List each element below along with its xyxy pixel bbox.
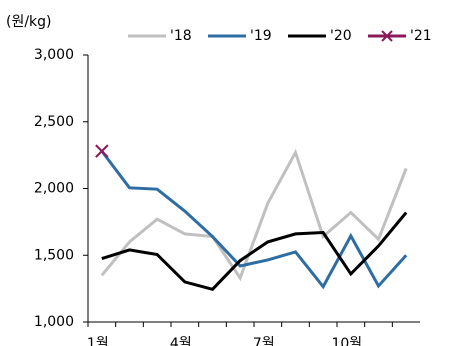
legend-label: '20 bbox=[330, 28, 352, 44]
y-axis-label: (원/kg) bbox=[6, 14, 52, 30]
legend-label: '18 bbox=[170, 28, 192, 44]
x-marker bbox=[95, 144, 109, 158]
series-line bbox=[101, 211, 408, 291]
legend-marker bbox=[381, 30, 393, 42]
x-tick-label: 7월 bbox=[253, 336, 275, 346]
legend-label: '21 bbox=[410, 28, 432, 44]
series-line bbox=[100, 150, 408, 290]
x-tick-label: 10월 bbox=[331, 336, 362, 346]
y-tick-label: 1,500 bbox=[34, 247, 74, 263]
y-tick-label: 1,000 bbox=[34, 314, 74, 330]
series-line bbox=[100, 148, 408, 282]
y-tick-label: 2,000 bbox=[34, 181, 74, 197]
legend-label: '19 bbox=[250, 28, 272, 44]
x-tick-label: 1월 bbox=[87, 336, 109, 346]
x-tick-label: 4월 bbox=[170, 336, 192, 346]
y-tick-label: 2,500 bbox=[34, 114, 74, 130]
y-tick-label: 3,000 bbox=[34, 47, 74, 63]
